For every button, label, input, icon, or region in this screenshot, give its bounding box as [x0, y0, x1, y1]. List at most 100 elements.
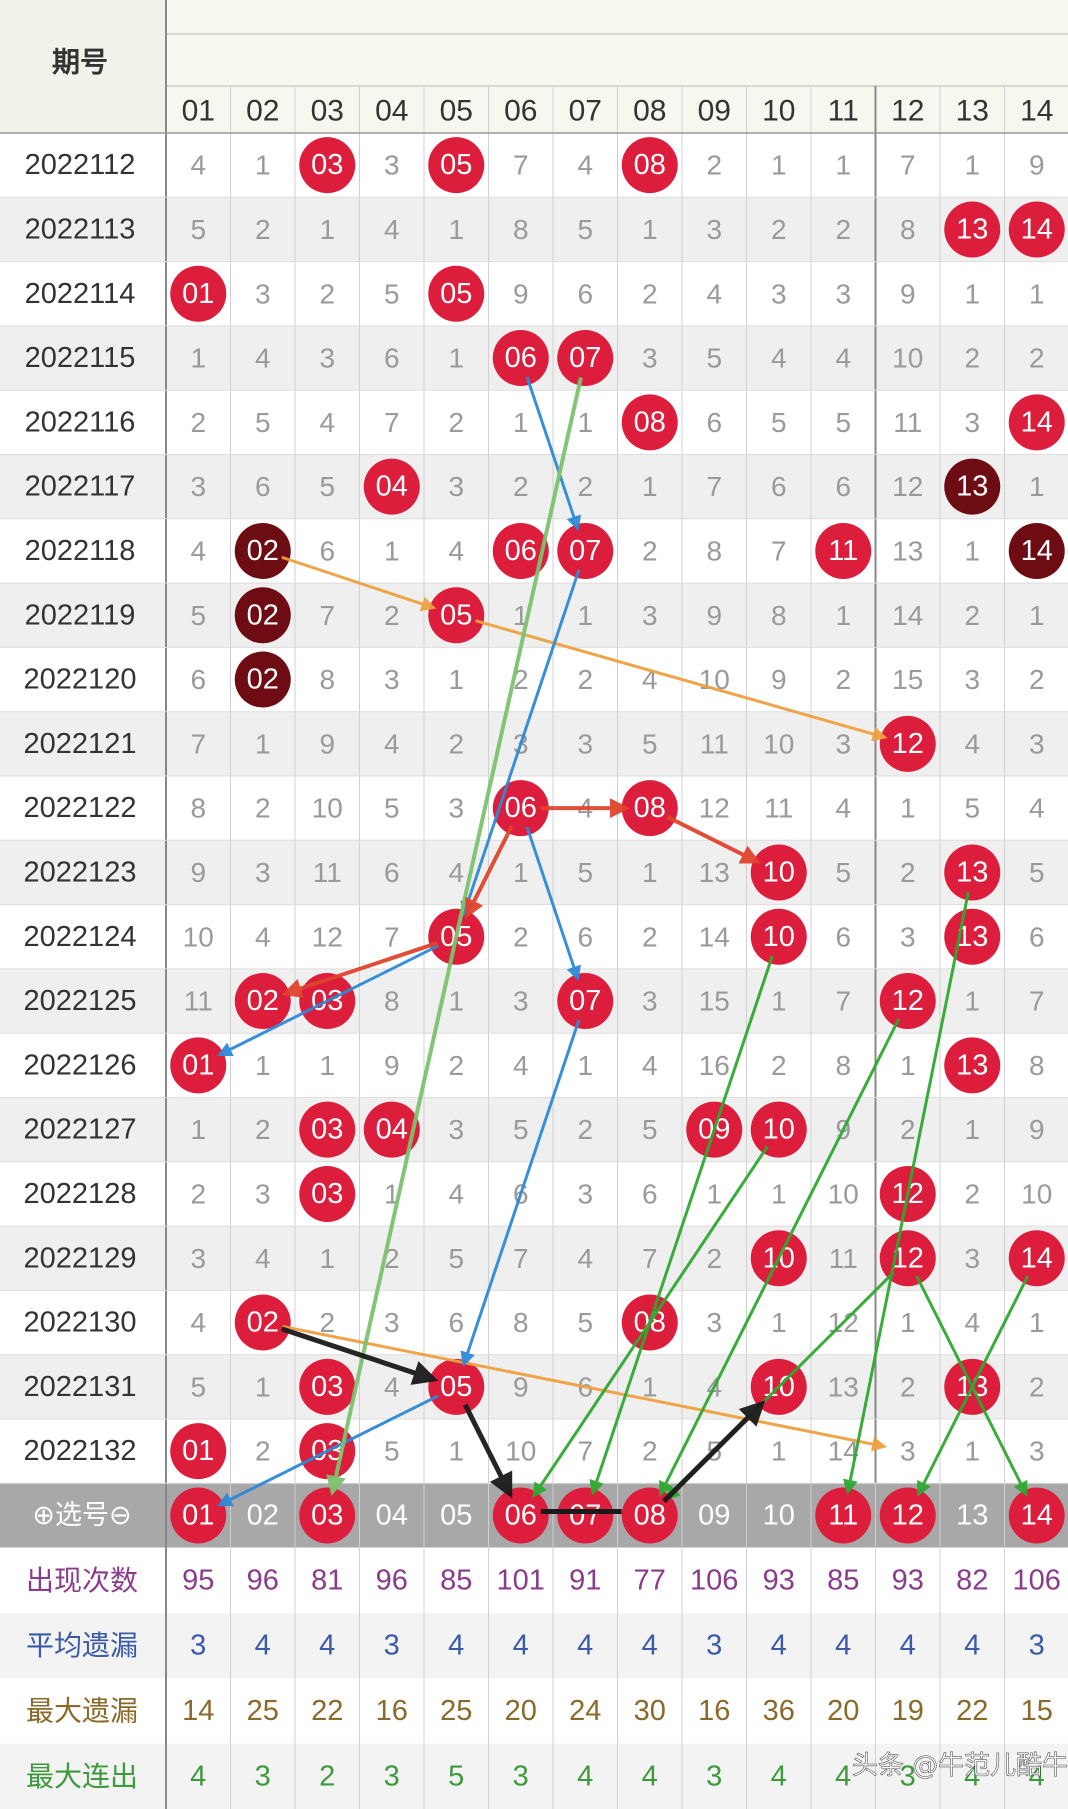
miss-count: 2: [1029, 1371, 1045, 1402]
hit-ball: [492, 780, 549, 837]
miss-count: 1: [384, 535, 400, 566]
ball-number: 08: [634, 149, 666, 181]
selected-ball: [621, 1487, 678, 1544]
column-header-04: 04: [375, 95, 408, 128]
miss-count: 1: [513, 407, 529, 438]
miss-count: 2: [513, 921, 529, 952]
miss-count: 3: [1029, 728, 1045, 759]
period-label: 2022129: [24, 1242, 137, 1274]
miss-count: 5: [190, 214, 206, 245]
miss-count: 7: [190, 728, 206, 759]
stat-value: 25: [247, 1695, 279, 1727]
column-header-01: 01: [182, 95, 215, 128]
stat-value: 22: [956, 1695, 988, 1727]
miss-count: 1: [964, 150, 980, 181]
stat-value: 19: [892, 1695, 924, 1727]
hit-ball: [557, 522, 614, 579]
miss-count: 4: [577, 150, 593, 181]
miss-count: 3: [835, 728, 851, 759]
miss-count: 2: [642, 535, 658, 566]
miss-count: 1: [900, 1307, 916, 1338]
miss-count: 10: [183, 921, 214, 952]
miss-count: 7: [513, 1243, 529, 1274]
miss-count: 7: [771, 535, 787, 566]
period-label: 2022120: [24, 664, 137, 696]
selected-ball: [879, 1487, 936, 1544]
miss-count: 11: [764, 793, 793, 824]
miss-count: 1: [319, 1243, 335, 1274]
ball-number: 14: [1021, 406, 1053, 438]
hit-ball: [557, 330, 614, 387]
stat-value: 5: [448, 1760, 464, 1792]
miss-count: 3: [835, 278, 851, 309]
miss-count: 1: [255, 150, 271, 181]
miss-count: 1: [835, 150, 851, 181]
stat-value: 15: [1021, 1695, 1053, 1727]
miss-count: 12: [699, 793, 730, 824]
miss-count: 9: [771, 664, 787, 695]
miss-count: 2: [771, 214, 787, 245]
stat-value: 3: [384, 1630, 400, 1662]
miss-count: 2: [255, 214, 271, 245]
ball-number: 07: [569, 535, 601, 567]
period-label: 2022130: [24, 1307, 137, 1339]
stat-value: 4: [771, 1760, 787, 1792]
miss-count: 7: [900, 150, 916, 181]
ball-number: 03: [311, 1371, 343, 1403]
miss-count: 4: [448, 1178, 464, 1209]
ball-number: 08: [634, 406, 666, 438]
miss-count: 6: [190, 664, 206, 695]
stat-value: 106: [690, 1564, 738, 1596]
stat-value: 4: [835, 1760, 851, 1792]
miss-count: 2: [190, 1178, 206, 1209]
stat-value: 4: [964, 1630, 980, 1662]
miss-count: 6: [577, 921, 593, 952]
miss-count: 1: [964, 1436, 980, 1467]
hit-ball: [944, 844, 1001, 901]
miss-count: 7: [706, 471, 722, 502]
miss-count: 13: [828, 1371, 859, 1402]
watermark-text: 头条 @牛范儿酷牛: [852, 1751, 1068, 1781]
miss-count: 8: [706, 535, 722, 566]
pick-number: 09: [698, 1499, 730, 1531]
ball-number: 13: [956, 213, 988, 245]
ball-number: 14: [1021, 213, 1053, 245]
ball-number: 10: [763, 856, 795, 888]
miss-count: 3: [255, 278, 271, 309]
miss-count: 1: [448, 214, 464, 245]
miss-count: 2: [964, 1178, 980, 1209]
header-title: 期号: [52, 46, 108, 79]
row-background: [0, 1290, 1068, 1355]
selected-ball: [492, 1487, 549, 1544]
period-label: 2022113: [25, 213, 136, 245]
stat-value: 4: [771, 1630, 787, 1662]
ball-number: 02: [247, 985, 279, 1017]
miss-count: 2: [964, 600, 980, 631]
miss-count: 9: [1029, 1114, 1045, 1145]
column-header-02: 02: [246, 95, 279, 128]
miss-count: 2: [642, 921, 658, 952]
ball-number: 13: [956, 1049, 988, 1081]
miss-count: 1: [577, 600, 593, 631]
stat-value: 3: [384, 1760, 400, 1792]
miss-count: 6: [577, 278, 593, 309]
hit-ball: [621, 137, 678, 194]
stat-value: 14: [182, 1695, 214, 1727]
stat-value: 4: [577, 1760, 593, 1792]
stat-value: 20: [505, 1695, 537, 1727]
stat-value: 4: [642, 1760, 658, 1792]
pick-row-label: ⊕选号⊖: [32, 1500, 131, 1531]
column-header-07: 07: [569, 95, 602, 128]
ball-number: 06: [505, 535, 537, 567]
ball-number: 06: [505, 792, 537, 824]
stat-label: 出现次数: [26, 1564, 138, 1597]
miss-count: 5: [1029, 857, 1045, 888]
miss-count: 1: [448, 986, 464, 1017]
miss-count: 9: [1029, 150, 1045, 181]
miss-count: 5: [319, 471, 335, 502]
hit-ball: [492, 330, 549, 387]
miss-count: 7: [384, 407, 400, 438]
ball-number: 02: [247, 535, 279, 567]
miss-count: 1: [1029, 1307, 1045, 1338]
